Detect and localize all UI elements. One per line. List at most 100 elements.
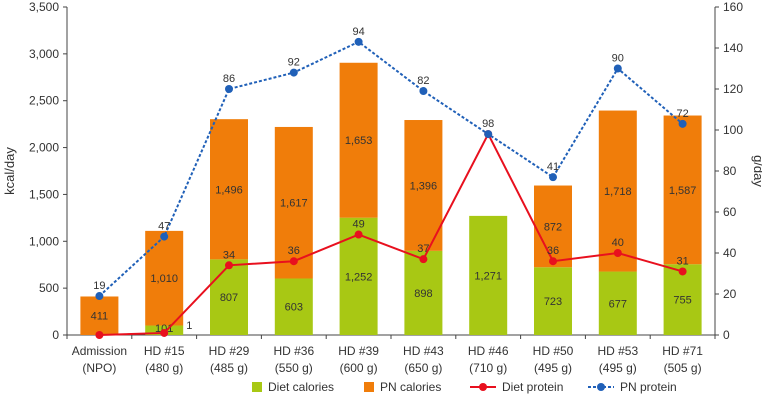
bar-diet-calories: [274, 278, 313, 335]
x-tick-label: HD #29: [209, 344, 250, 358]
y2-tick-label: 20: [723, 287, 737, 301]
legend-marker-diet-protein: [479, 383, 487, 391]
point-diet-protein: [678, 267, 687, 276]
bar-label-pn-calories: 411: [91, 311, 109, 323]
x-tick-label: Admission: [72, 344, 127, 358]
point-pn-protein: [225, 85, 233, 93]
x-tick-sublabel: (505 g): [664, 361, 702, 375]
point-label-pn-protein: 86: [223, 73, 235, 85]
x-tick-label: HD #39: [338, 344, 379, 358]
point-diet-protein: [95, 331, 104, 339]
point-label-pn-protein: 90: [612, 53, 624, 65]
bar-label-diet-calories: 807: [220, 292, 238, 304]
legend-marker-pn-protein: [597, 383, 605, 391]
point-label-pn-protein: 98: [482, 118, 494, 130]
x-tick-sublabel: (495 g): [599, 361, 637, 375]
x-tick-sublabel: (495 g): [534, 361, 572, 375]
y2-tick-label: 60: [723, 205, 737, 219]
bar-pn-calories: [210, 119, 248, 260]
point-pn-protein: [354, 37, 363, 46]
y-axis-title: kcal/day: [2, 147, 17, 195]
x-tick-sublabel: (550 g): [275, 361, 313, 375]
y2-tick-label: 0: [723, 328, 730, 342]
x-tick-label: HD #15: [144, 344, 185, 358]
bar-pn-calories: [404, 120, 443, 251]
bar-label-pn-calories: 1,496: [215, 184, 243, 196]
bar-label-pn-calories: 1,617: [280, 198, 308, 210]
bar-diet-calories: [469, 215, 508, 335]
line-pn-protein: [98, 40, 684, 297]
legend-label-diet-protein: Diet protein: [502, 380, 563, 394]
x-tick-sublabel: (485 g): [210, 361, 248, 375]
bar-label-pn-calories: 1,396: [410, 180, 438, 192]
bar-label-diet-calories: 755: [673, 295, 691, 307]
point-label-pn-protein: 82: [417, 75, 429, 87]
y2-tick-label: 100: [723, 123, 743, 137]
x-tick-label: HD #53: [597, 344, 638, 358]
legend-label-pn-calories: PN calories: [380, 380, 441, 394]
y-tick-label: 3,000: [29, 47, 59, 61]
x-tick-label: HD #36: [273, 344, 314, 358]
bar-label-diet-calories: 898: [414, 288, 432, 300]
point-diet-protein: [419, 255, 428, 264]
bar-pn-calories: [274, 126, 313, 279]
point-pn-protein: [549, 173, 557, 182]
y2-tick-label: 40: [723, 246, 737, 260]
y-tick-label: 0: [52, 328, 59, 342]
x-tick-sublabel: (NPO): [82, 361, 116, 375]
y2-axis-title: g/day: [751, 155, 762, 187]
point-diet-protein: [289, 257, 298, 266]
point-diet-protein: [613, 249, 622, 257]
point-label-diet-protein: 40: [612, 237, 624, 249]
bar-label-diet-calories: 723: [544, 296, 562, 308]
point-pn-protein: [289, 68, 298, 77]
bar-diet-calories: [663, 264, 702, 335]
bar-label-pn-calories: 1,010: [150, 273, 178, 285]
x-tick-label: HD #43: [403, 344, 444, 358]
point-label-diet-protein: 34: [223, 249, 235, 261]
y-tick-label: 2,000: [29, 141, 59, 155]
point-label-diet-protein: 1: [186, 320, 192, 332]
x-tick-sublabel: (710 g): [469, 361, 507, 375]
bar-diet-calories: [534, 267, 572, 335]
bar-label-diet-calories: 677: [609, 298, 627, 310]
point-pn-protein: [95, 292, 104, 301]
bar-pn-calories: [598, 110, 637, 272]
y-tick-label: 1,000: [29, 234, 59, 248]
bar-pn-calories: [534, 185, 572, 268]
point-diet-protein: [225, 261, 233, 270]
bar-pn-calories: [80, 296, 119, 335]
y-tick-label: 500: [39, 281, 59, 295]
bar-label-diet-calories: 603: [285, 302, 303, 314]
y2-tick-label: 80: [723, 164, 737, 178]
point-label-pn-protein: 47: [158, 221, 170, 233]
x-tick-sublabel: (480 g): [145, 361, 183, 375]
point-diet-protein: [160, 328, 169, 337]
bar-diet-calories: [404, 250, 443, 335]
y2-tick-label: 160: [723, 0, 743, 14]
bar-diet-calories: [210, 259, 248, 335]
point-label-diet-protein: 36: [547, 245, 559, 257]
legend-swatch-diet-calories: [252, 382, 262, 392]
point-diet-protein: [549, 257, 557, 266]
bar-label-pn-calories: 1,653: [345, 135, 373, 147]
x-tick-sublabel: (650 g): [404, 361, 442, 375]
y-tick-label: 3,500: [29, 0, 59, 14]
x-tick-label: HD #71: [662, 344, 703, 358]
legend-label-diet-calories: Diet calories: [268, 380, 334, 394]
bar-label-diet-calories: 1,271: [474, 270, 502, 282]
point-label-pn-protein: 41: [547, 161, 559, 173]
x-tick-sublabel: (600 g): [340, 361, 378, 375]
point-pn-protein: [484, 130, 493, 139]
point-pn-protein: [613, 64, 622, 73]
point-pn-protein: [678, 119, 687, 128]
bar-label-pn-calories: 1,718: [604, 186, 632, 198]
x-tick-label: HD #46: [468, 344, 509, 358]
bar-pn-calories: [663, 115, 702, 265]
y-tick-label: 1,500: [29, 187, 59, 201]
point-label-pn-protein: 19: [93, 280, 105, 292]
point-label-diet-protein: 49: [352, 219, 364, 231]
y-tick-label: 2,500: [29, 94, 59, 108]
y2-tick-label: 140: [723, 41, 743, 55]
x-tick-label: HD #50: [533, 344, 574, 358]
